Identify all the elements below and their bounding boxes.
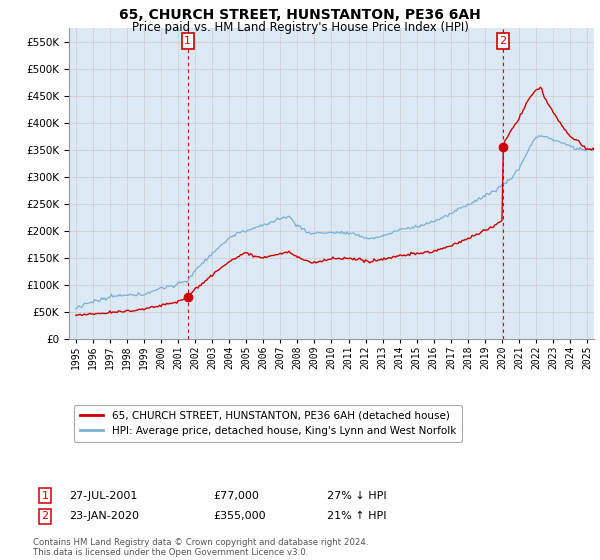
Text: 1: 1 <box>41 491 49 501</box>
Text: 1: 1 <box>184 36 191 46</box>
Text: 65, CHURCH STREET, HUNSTANTON, PE36 6AH: 65, CHURCH STREET, HUNSTANTON, PE36 6AH <box>119 8 481 22</box>
Text: 2: 2 <box>500 36 507 46</box>
Text: 2: 2 <box>41 511 49 521</box>
Text: Contains HM Land Registry data © Crown copyright and database right 2024.
This d: Contains HM Land Registry data © Crown c… <box>33 538 368 557</box>
Text: Price paid vs. HM Land Registry's House Price Index (HPI): Price paid vs. HM Land Registry's House … <box>131 21 469 34</box>
Text: £355,000: £355,000 <box>213 511 266 521</box>
Text: 27-JUL-2001: 27-JUL-2001 <box>69 491 137 501</box>
Text: 27% ↓ HPI: 27% ↓ HPI <box>327 491 386 501</box>
Text: 21% ↑ HPI: 21% ↑ HPI <box>327 511 386 521</box>
Legend: 65, CHURCH STREET, HUNSTANTON, PE36 6AH (detached house), HPI: Average price, de: 65, CHURCH STREET, HUNSTANTON, PE36 6AH … <box>74 405 463 442</box>
Text: 23-JAN-2020: 23-JAN-2020 <box>69 511 139 521</box>
Text: £77,000: £77,000 <box>213 491 259 501</box>
